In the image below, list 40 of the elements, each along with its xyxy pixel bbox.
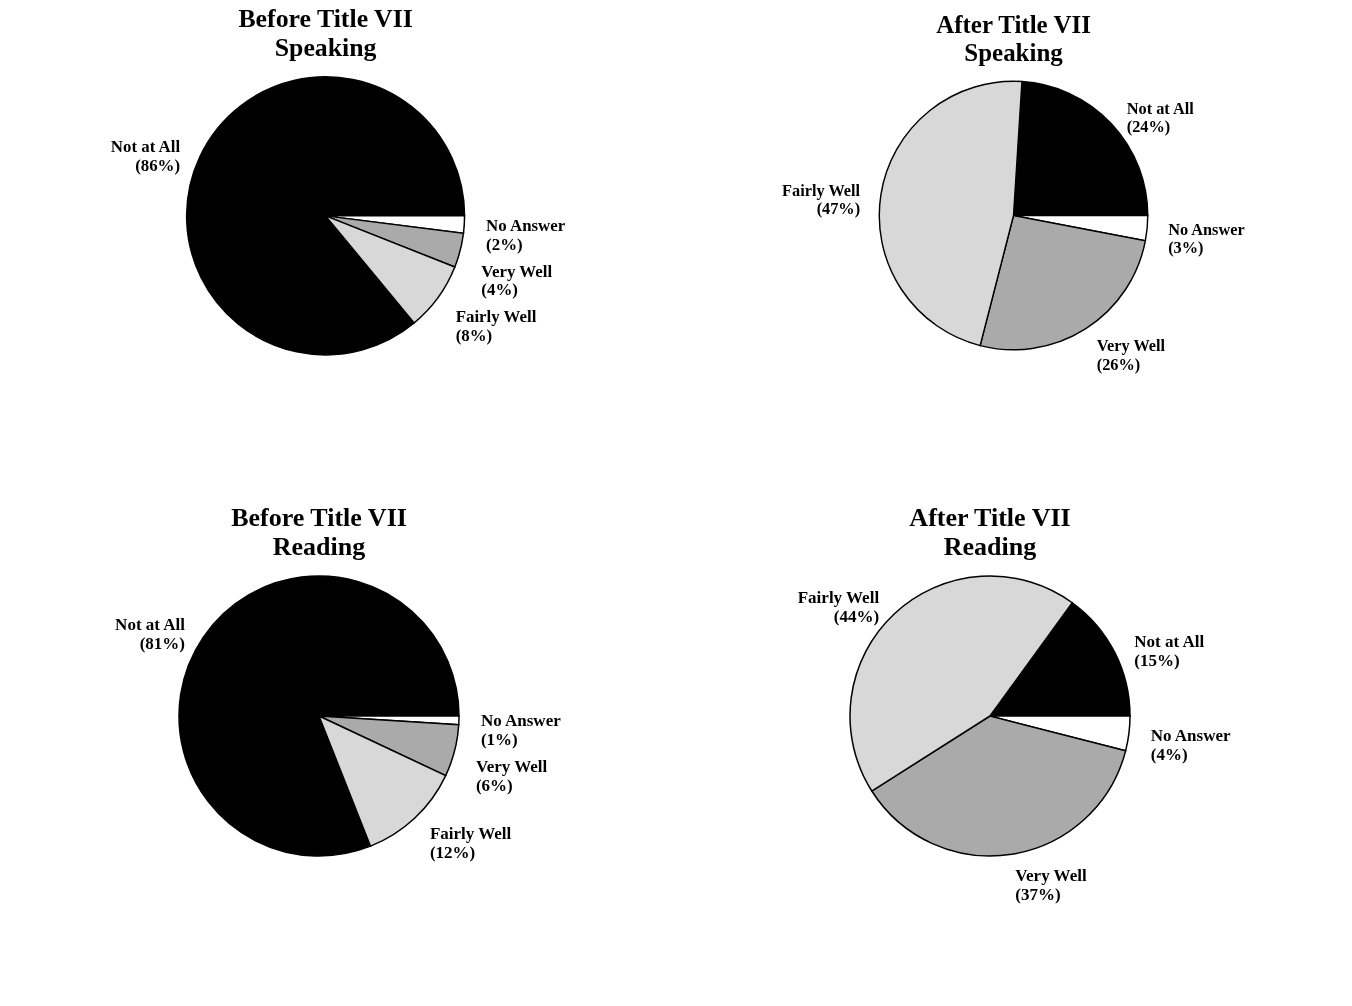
data-label: (81%) xyxy=(139,633,186,653)
chart-title: After Title VII xyxy=(936,11,1091,39)
data-label: (8%) xyxy=(455,326,493,346)
slice-label: Not at All xyxy=(1126,99,1195,119)
slice-label: Fairly Well xyxy=(455,307,537,327)
slice-label: No Answer xyxy=(480,711,562,731)
slice-label: No Answer xyxy=(1168,219,1245,239)
data-label: (24%) xyxy=(1126,117,1171,137)
slice-label: Very Well xyxy=(1014,866,1087,886)
chart-subtitle: Reading xyxy=(272,532,366,561)
chart-title: After Title VII xyxy=(908,503,1071,532)
slice-label: Very Well xyxy=(1096,336,1166,356)
data-label: (2%) xyxy=(486,234,523,254)
chart-subtitle: Reading xyxy=(943,532,1036,561)
data-label: (4%) xyxy=(481,280,518,300)
data-label: (6%) xyxy=(475,776,513,796)
data-label: (37%) xyxy=(1014,885,1061,905)
slice-label: Fairly Well xyxy=(782,181,861,201)
chart-subtitle: Speaking xyxy=(274,33,377,63)
slice-label: Not at All xyxy=(110,137,181,157)
data-label: (4%) xyxy=(1150,745,1188,765)
data-label: (3%) xyxy=(1168,238,1204,258)
slice-label: No Answer xyxy=(1150,726,1231,746)
data-label: (12%) xyxy=(429,843,476,863)
chart-title: Before Title VII xyxy=(231,503,407,532)
chart-subtitle: Speaking xyxy=(964,39,1064,67)
data-label: (1%) xyxy=(480,730,518,750)
slice-label: Not at All xyxy=(115,614,186,634)
data-label: (86%) xyxy=(135,156,181,176)
slice-label: Very Well xyxy=(481,261,553,281)
slice-label: Fairly Well xyxy=(429,824,512,844)
chart-title: Before Title VII xyxy=(238,4,413,34)
slice-label: Not at All xyxy=(1133,632,1204,652)
slice-label: No Answer xyxy=(486,215,566,235)
data-label: (26%) xyxy=(1096,354,1141,374)
slice-label: Fairly Well xyxy=(797,587,879,607)
data-label: (44%) xyxy=(833,606,879,626)
data-label: (47%) xyxy=(816,199,861,219)
slice-label: Very Well xyxy=(475,757,548,777)
data-label: (15%) xyxy=(1133,651,1180,671)
